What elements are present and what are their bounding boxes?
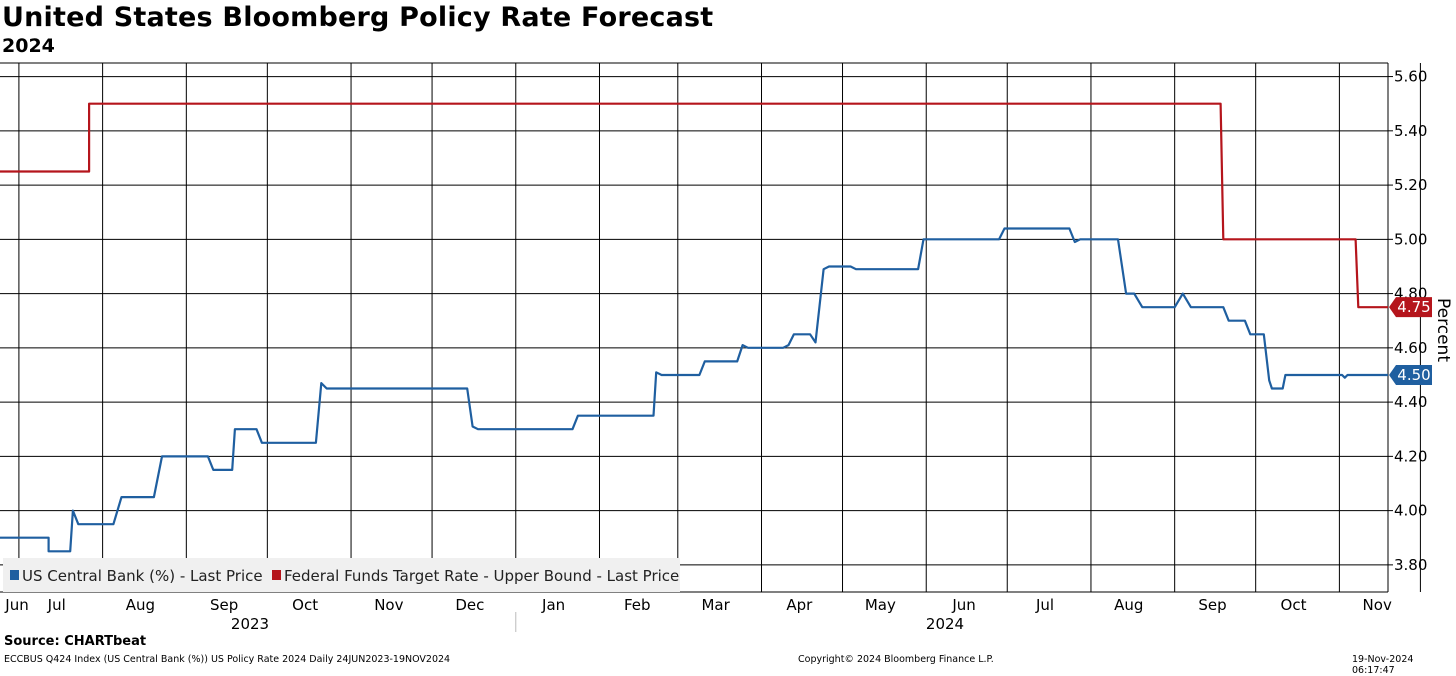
- source-note: Source: CHARTbeat: [4, 634, 147, 649]
- y-tick-label: 5.60: [1394, 68, 1427, 86]
- legend: US Central Bank (%) - Last Price Federal…: [3, 558, 680, 592]
- x-month-label: Feb: [624, 596, 651, 614]
- grid-lines: [0, 62, 1421, 593]
- y-tick-label: 3.80: [1394, 556, 1427, 574]
- x-month-label: Nov: [1363, 596, 1392, 614]
- x-year-label: 2024: [926, 615, 964, 633]
- legend-background: [3, 558, 680, 592]
- y-tick-label: 5.00: [1394, 230, 1427, 248]
- x-month-label: Oct: [292, 596, 318, 614]
- x-month-label: Jan: [541, 596, 565, 614]
- y-axis: 3.804.004.204.404.604.805.005.205.405.60: [1388, 68, 1427, 574]
- legend-swatch-fed-funds: [272, 570, 281, 580]
- timestamp: 19-Nov-2024 06:17:47: [1352, 654, 1414, 676]
- legend-swatch-us-central-bank: [10, 570, 19, 580]
- chart-subtitle: 2024: [2, 35, 55, 57]
- x-month-label: May: [865, 596, 896, 614]
- y-tick-label: 4.00: [1394, 502, 1427, 520]
- x-month-label: Sep: [1198, 596, 1226, 614]
- copyright: Copyright© 2024 Bloomberg Finance L.P.: [798, 654, 994, 665]
- x-month-label: Aug: [1114, 596, 1143, 614]
- x-month-label: Jun: [951, 596, 975, 614]
- x-year-label: 2023: [231, 615, 269, 633]
- y-tick-label: 4.40: [1394, 393, 1427, 411]
- x-month-label: Jul: [1035, 596, 1054, 614]
- last-value-tag: [1389, 364, 1432, 385]
- series-line-us-central-bank: [0, 227, 1388, 553]
- y-tick-label: 5.40: [1394, 122, 1427, 140]
- y-tick-label: 5.20: [1394, 176, 1427, 194]
- x-month-label: Jun: [4, 596, 28, 614]
- last-value-tag: [1389, 297, 1432, 318]
- x-month-label: Sep: [210, 596, 238, 614]
- x-month-label: Apr: [786, 596, 813, 614]
- y-axis-label: Percent: [1433, 298, 1453, 362]
- x-month-label: Mar: [701, 596, 730, 614]
- y-tick-label: 4.60: [1394, 339, 1427, 357]
- x-month-label: Nov: [374, 596, 403, 614]
- x-month-label: Oct: [1281, 596, 1307, 614]
- legend-label-us-central-bank: US Central Bank (%) - Last Price: [22, 567, 263, 585]
- y-tick-label: 4.20: [1394, 447, 1427, 465]
- last-value-labels: 4.50 4.75: [1389, 297, 1432, 385]
- x-month-label: Aug: [126, 596, 155, 614]
- series-lines: [0, 102, 1388, 553]
- series-line-fed-funds: [0, 102, 1388, 309]
- x-month-label: Jul: [47, 596, 66, 614]
- x-month-label: Dec: [455, 596, 484, 614]
- last-value-label: 4.50: [1397, 366, 1430, 384]
- legend-label-fed-funds: Federal Funds Target Rate - Upper Bound …: [284, 567, 679, 585]
- index-info: ECCBUS Q424 Index (US Central Bank (%)) …: [4, 654, 451, 665]
- chart-title: United States Bloomberg Policy Rate Fore…: [2, 2, 714, 33]
- x-axis: Jun Jul Aug Sep Oct Nov Dec Jan Feb Mar Apr May Jun J…: [4, 596, 1392, 633]
- last-value-label: 4.75: [1397, 298, 1430, 316]
